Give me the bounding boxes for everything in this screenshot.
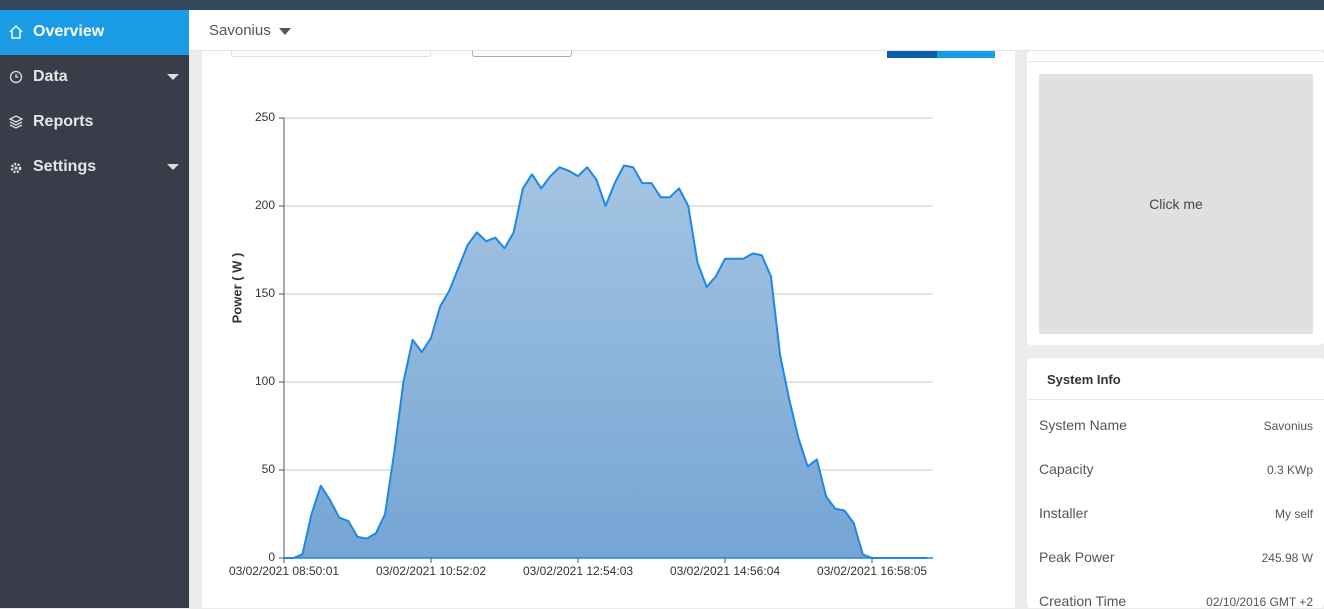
input-box[interactable] <box>472 51 572 57</box>
nav-label: Settings <box>33 158 97 175</box>
x-tick-label: 03/02/2021 10:52:02 <box>376 564 486 578</box>
info-label: Installer <box>1039 505 1089 521</box>
y-tick-label: 100 <box>255 374 275 388</box>
x-tick-label: 03/02/2021 12:54:03 <box>523 564 633 578</box>
x-tick-label: 03/02/2021 16:58:05 <box>817 564 927 578</box>
caret <box>278 28 291 35</box>
divider <box>1027 61 1324 62</box>
area <box>284 165 928 558</box>
info-label: Creation Time <box>1039 593 1127 609</box>
info-value: 0.3 KWp <box>1266 463 1313 477</box>
nav-settings[interactable]: Settings <box>0 145 189 190</box>
header: Savonius <box>189 10 1324 51</box>
caret <box>167 164 179 170</box>
nav-label: Data <box>33 68 68 85</box>
top-bar <box>0 0 1324 10</box>
nav-data[interactable]: Data <box>0 55 189 100</box>
y-tick-label: 200 <box>255 198 275 212</box>
panel-title: System Info <box>1047 372 1121 387</box>
divider <box>1027 399 1324 400</box>
x-tick-label: 03/02/2021 08:50:01 <box>229 564 339 578</box>
y-tick-label: 0 <box>268 550 275 564</box>
y-tick-label: 250 <box>255 110 275 124</box>
site-selector[interactable]: Savonius <box>209 22 291 39</box>
y-tick-label: 150 <box>255 286 275 300</box>
gear-icon <box>10 162 22 174</box>
nav-reports[interactable]: Reports <box>0 100 189 145</box>
nav-overview[interactable]: Overview <box>0 10 189 55</box>
info-value: 245.98 W <box>1261 551 1313 565</box>
x-tick-label: 03/02/2021 14:56:04 <box>670 564 780 578</box>
chart: Power ( W ) 0 50 100 150 200 250 03/02/2021 08… <box>229 110 933 578</box>
home-icon <box>9 24 23 39</box>
clock-icon <box>9 70 23 84</box>
info-value: Savonius <box>1263 419 1313 433</box>
info-value: 02/10/2016 GMT +2 <box>1206 595 1313 609</box>
nav-label: Overview <box>33 23 105 40</box>
nav-label: Reports <box>33 113 94 130</box>
click-tile[interactable]: Click me <box>1039 74 1313 334</box>
input-box[interactable] <box>231 51 431 57</box>
y-tick-label: 50 <box>262 462 276 476</box>
site-name: Savonius <box>209 22 271 39</box>
sidebar: Overview Data Reports Settings <box>0 10 189 608</box>
caret <box>167 74 179 80</box>
info-label: System Name <box>1039 417 1127 433</box>
system-info-panel <box>1027 358 1324 608</box>
info-value: My self <box>1274 507 1313 521</box>
area-line <box>284 164 928 559</box>
button[interactable] <box>887 51 937 58</box>
tile-label: Click me <box>1149 196 1203 212</box>
y-axis-label: Power ( W ) <box>229 253 244 324</box>
button[interactable] <box>937 51 995 58</box>
info-label: Peak Power <box>1039 549 1115 565</box>
layers-icon <box>9 115 23 129</box>
info-label: Capacity <box>1039 461 1094 477</box>
